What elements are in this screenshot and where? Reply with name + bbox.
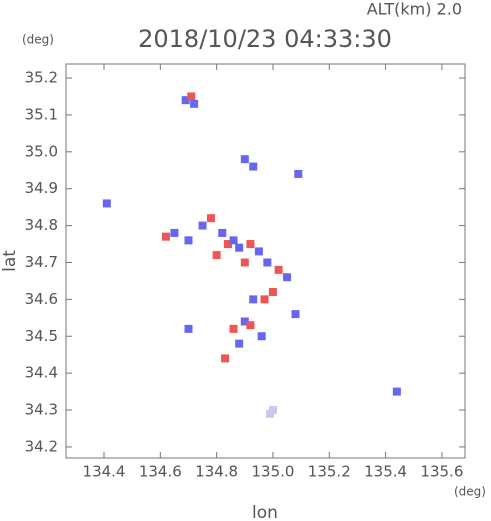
- echo-point: [246, 321, 255, 330]
- echo-point: [187, 92, 196, 101]
- echo-point: [274, 265, 283, 274]
- echo-point: [212, 251, 221, 260]
- x-tick-label: 134.8: [195, 463, 238, 481]
- echo-point: [102, 199, 111, 208]
- x-unit: (deg): [454, 485, 486, 499]
- echo-point: [221, 354, 230, 363]
- echo-point: [249, 162, 258, 171]
- y-tick-label: 35.1: [25, 105, 58, 123]
- echo-point: [260, 295, 269, 304]
- echo-point: [170, 228, 179, 237]
- y-axis-label: lat: [0, 250, 20, 272]
- echo-point: [235, 243, 244, 252]
- echo-point: [240, 258, 249, 267]
- x-tick-label: 135.6: [420, 463, 463, 481]
- echo-point: [229, 236, 238, 245]
- echo-point: [198, 221, 207, 230]
- y-tick-label: 34.9: [25, 179, 58, 197]
- echo-point: [283, 273, 292, 282]
- x-tick-label: 134.4: [83, 463, 126, 481]
- echo-point: [249, 295, 258, 304]
- echo-point: [229, 324, 238, 333]
- echo-point: [263, 258, 272, 267]
- x-axis-label: lon: [252, 503, 278, 521]
- altitude-label: ALT(km) 2.0: [367, 0, 462, 19]
- x-tick-label: 134.6: [139, 463, 182, 481]
- echo-point: [181, 96, 190, 105]
- y-tick-label: 34.2: [25, 437, 58, 455]
- plot-frame: [65, 63, 466, 459]
- chart-title: 2018/10/23 04:33:30: [138, 25, 392, 53]
- echo-point: [240, 155, 249, 164]
- y-tick-label: 34.7: [25, 253, 58, 271]
- y-tick-label: 34.6: [25, 290, 58, 308]
- echo-point: [207, 214, 216, 223]
- x-tick-label: 135.2: [308, 463, 351, 481]
- echo-point: [291, 310, 300, 319]
- x-tick-label: 135.0: [251, 463, 294, 481]
- y-tick-label: 34.5: [25, 327, 58, 345]
- echo-point: [268, 406, 277, 415]
- echo-point: [257, 332, 266, 341]
- y-tick-label: 35.2: [25, 69, 58, 87]
- echo-point: [223, 240, 232, 249]
- echo-point: [184, 324, 193, 333]
- y-tick-label: 34.8: [25, 216, 58, 234]
- echo-point: [246, 240, 255, 249]
- echo-point: [218, 228, 227, 237]
- echo-point: [268, 287, 277, 296]
- y-tick-label: 34.3: [25, 401, 58, 419]
- echo-point: [161, 232, 170, 241]
- echo-point: [240, 317, 249, 326]
- echo-point: [190, 99, 199, 108]
- echo-point: [184, 236, 193, 245]
- y-tick-label: 34.4: [25, 364, 58, 382]
- echo-point: [254, 247, 263, 256]
- echo-point: [392, 387, 401, 396]
- y-unit: (deg): [22, 33, 54, 47]
- x-tick-label: 135.4: [364, 463, 407, 481]
- y-tick-label: 35.0: [25, 142, 58, 160]
- echo-point: [294, 169, 303, 178]
- echo-point: [235, 339, 244, 348]
